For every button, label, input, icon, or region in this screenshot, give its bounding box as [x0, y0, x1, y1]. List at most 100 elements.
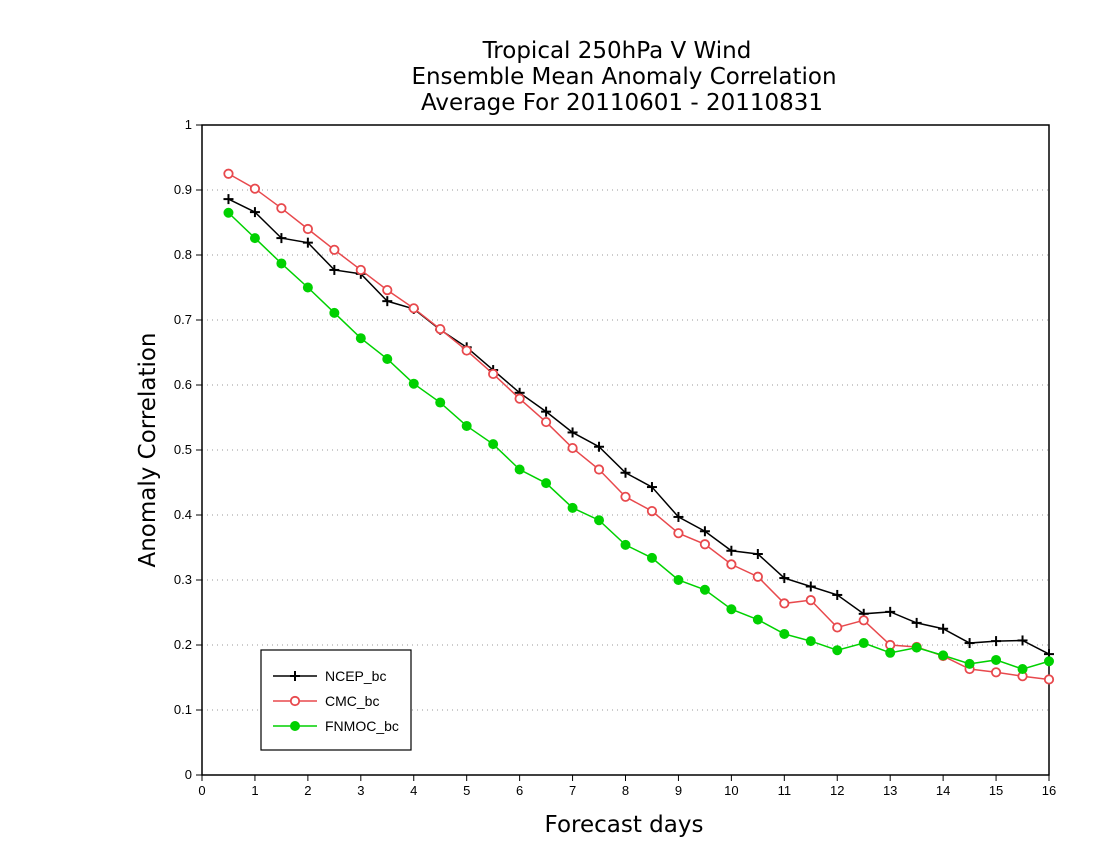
data-point-NCEP_bc: [594, 441, 605, 452]
chart-title: Tropical 250hPa V Wind Ensemble Mean Ano…: [411, 38, 836, 116]
data-point-FNMOC_bc: [832, 645, 843, 656]
x-tick-label: 2: [304, 783, 311, 798]
x-axis-label: Forecast days: [545, 812, 704, 838]
series-FNMOC_bc: [223, 207, 1054, 675]
x-tick-label: 7: [569, 783, 576, 798]
data-point-CMC_bc: [699, 539, 711, 550]
x-tick-label: 16: [1042, 783, 1056, 798]
series-group: [223, 168, 1055, 685]
data-point-NCEP_bc: [779, 573, 790, 584]
title-line-2: Ensemble Mean Anomaly Correlation: [411, 64, 836, 90]
data-point-NCEP_bc: [541, 406, 552, 417]
data-point-FNMOC_bc: [699, 584, 710, 595]
legend-label: NCEP_bc: [325, 668, 386, 684]
data-point-NCEP_bc: [223, 194, 234, 205]
data-point-FNMOC_bc: [329, 307, 340, 318]
series-line-FNMOC_bc: [227, 212, 1050, 670]
data-point-FNMOC_bc: [223, 207, 234, 218]
data-point-NCEP_bc: [964, 638, 975, 649]
data-point-CMC_bc: [620, 491, 631, 502]
data-point-NCEP_bc: [938, 623, 949, 634]
x-tick-label: 3: [357, 783, 364, 798]
data-point-FNMOC_bc: [567, 502, 578, 513]
data-point-CMC_bc: [990, 667, 1002, 678]
data-point-NCEP_bc: [805, 581, 816, 592]
data-point-NCEP_bc: [991, 636, 1002, 647]
legend-entry-CMC_bc: CMC_bc: [273, 693, 379, 709]
data-point-FNMOC_bc: [805, 636, 816, 647]
data-point-CMC_bc: [805, 595, 816, 606]
data-point-CMC_bc: [302, 223, 313, 235]
data-point-FNMOC_bc: [673, 575, 684, 585]
x-tick-label: 14: [936, 783, 950, 798]
data-point-FNMOC_bc: [938, 650, 949, 661]
data-point-FNMOC_bc: [382, 354, 393, 364]
data-point-FNMOC_bc: [249, 233, 260, 244]
x-tick-label: 11: [778, 783, 792, 798]
data-point-CMC_bc: [858, 615, 869, 626]
y-tick-label: 0.2: [174, 637, 192, 652]
y-tick-label: 0.9: [174, 182, 192, 197]
y-tick-label: 0.3: [174, 572, 192, 587]
x-tick-label: 15: [989, 783, 1003, 798]
data-point-CMC_bc: [593, 464, 605, 475]
x-tick-label: 1: [251, 783, 258, 798]
legend-entry-NCEP_bc: NCEP_bc: [273, 668, 386, 684]
grid: [202, 189, 1049, 711]
y-tick-label: 0.5: [174, 442, 192, 457]
data-point-NCEP_bc: [673, 511, 684, 522]
data-point-CMC_bc: [435, 323, 446, 335]
series-NCEP_bc: [223, 194, 1054, 660]
data-point-FNMOC_bc: [355, 333, 366, 344]
data-point-CMC_bc: [249, 183, 261, 194]
data-point-CMC_bc: [1043, 674, 1055, 685]
data-point-CMC_bc: [673, 528, 684, 539]
data-point-FNMOC_bc: [858, 638, 869, 649]
data-point-NCEP_bc: [567, 427, 578, 438]
data-point-NCEP_bc: [885, 606, 896, 617]
legend-entry-FNMOC_bc: FNMOC_bc: [273, 718, 399, 734]
data-point-FNMOC_bc: [408, 378, 419, 389]
title-line-1: Tropical 250hPa V Wind: [482, 38, 752, 64]
legend: NCEP_bc CMC_bc FNMOC_bc: [260, 649, 412, 751]
y-axis-label: Anomaly Correlation: [135, 332, 161, 567]
data-point-CMC_bc: [382, 284, 393, 296]
y-tick-label: 0.7: [174, 312, 192, 327]
data-point-NCEP_bc: [329, 264, 340, 275]
data-point-FNMOC_bc: [435, 397, 446, 408]
data-point-FNMOC_bc: [779, 628, 790, 639]
data-point-CMC_bc: [514, 393, 525, 404]
legend-marker: [290, 671, 300, 681]
legend-label: CMC_bc: [325, 693, 379, 709]
x-tick-label: 5: [463, 783, 470, 798]
data-point-FNMOC_bc: [964, 658, 975, 669]
x-tick-label: 12: [830, 783, 844, 798]
y-tick-label: 0: [185, 767, 192, 782]
data-point-CMC_bc: [408, 303, 419, 314]
data-point-FNMOC_bc: [461, 420, 472, 431]
data-point-NCEP_bc: [832, 589, 843, 600]
data-point-CMC_bc: [832, 622, 843, 633]
data-point-CMC_bc: [567, 442, 578, 454]
y-tick-label: 0.4: [174, 507, 192, 522]
data-point-NCEP_bc: [726, 545, 737, 556]
data-point-CMC_bc: [461, 345, 472, 356]
data-point-NCEP_bc: [382, 296, 393, 307]
data-point-CMC_bc: [276, 203, 287, 214]
data-point-CMC_bc: [752, 571, 763, 582]
y-tick-label: 0.6: [174, 377, 192, 392]
x-tick-label: 0: [198, 783, 205, 798]
data-point-NCEP_bc: [699, 526, 710, 537]
legend-marker: [290, 721, 300, 731]
x-tick-label: 4: [410, 783, 417, 798]
data-point-FNMOC_bc: [1017, 664, 1028, 675]
data-point-CMC_bc: [488, 368, 499, 380]
data-point-FNMOC_bc: [541, 478, 552, 489]
y-tick-label: 1: [185, 117, 192, 132]
data-point-CMC_bc: [726, 559, 737, 570]
data-point-NCEP_bc: [646, 482, 657, 493]
data-point-CMC_bc: [779, 598, 790, 609]
data-point-NCEP_bc: [249, 207, 260, 218]
x-tick-label: 13: [883, 783, 897, 798]
